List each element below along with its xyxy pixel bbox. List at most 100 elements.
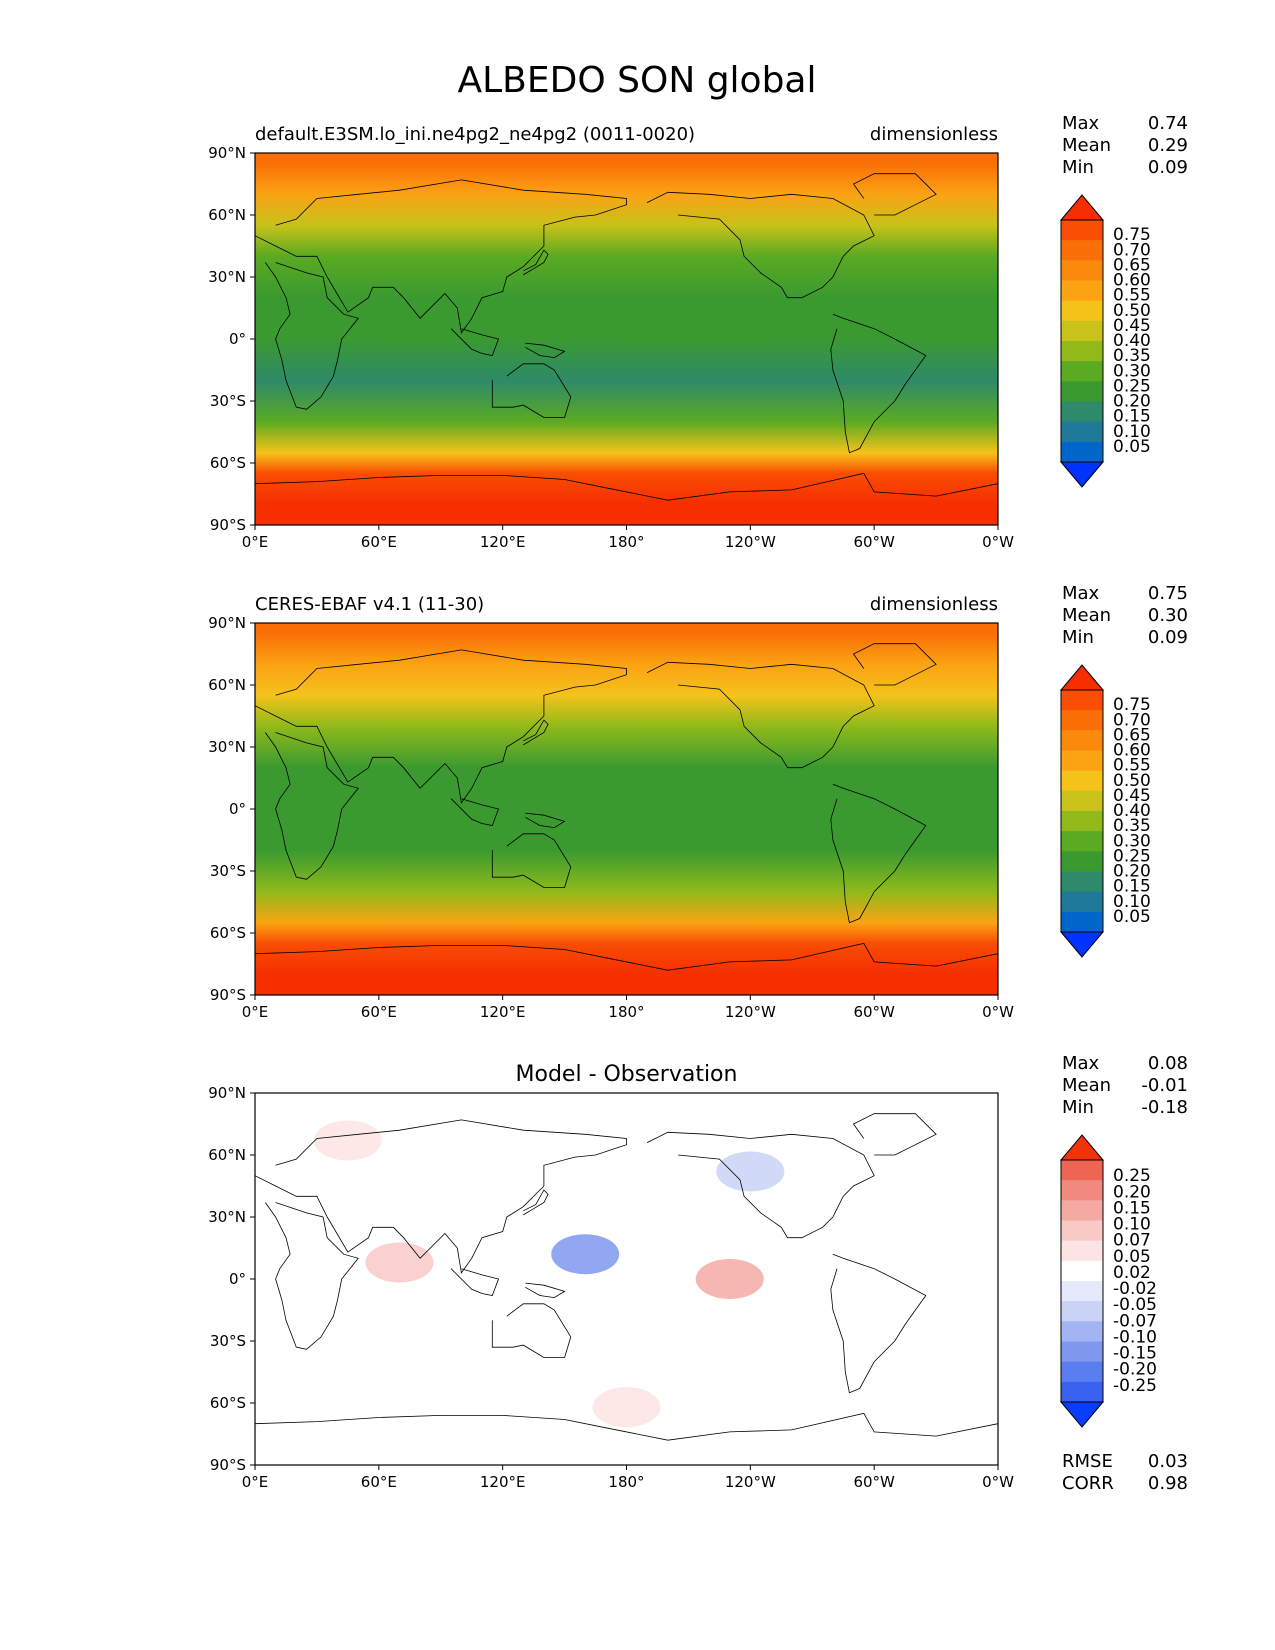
- lon-tick-label: 60°W: [853, 1003, 895, 1021]
- colorbar-tick-label: 0.60: [1113, 271, 1151, 291]
- coastline-8: [525, 342, 566, 359]
- coastline-2: [254, 649, 627, 804]
- lat-tick-label: 90°S: [210, 986, 246, 1004]
- anomaly-feature-1: [551, 1234, 620, 1275]
- colorbar-segment: [1061, 361, 1103, 382]
- colorbar-segment: [1061, 770, 1103, 792]
- coastline-5: [491, 363, 572, 418]
- panel-units: dimensionless: [870, 124, 998, 145]
- lon-tick-label: 60°E: [361, 1003, 397, 1021]
- colorbar-tick-label: -0.15: [1113, 1344, 1157, 1364]
- colorbar-segment: [1061, 220, 1103, 241]
- coastline-2: [254, 179, 627, 334]
- colorbar-tick-label: 0.10: [1113, 422, 1151, 442]
- coastline-7: [450, 328, 500, 356]
- stat-value-max: 0.08: [1148, 1053, 1188, 1074]
- lon-tick-label: 0°W: [982, 1003, 1014, 1021]
- colorbar-extend-bottom: [1059, 1401, 1105, 1428]
- anomaly-feature-2: [716, 1151, 785, 1192]
- colorbar-tick-label: 0.50: [1113, 771, 1151, 791]
- lon-tick-label: 180°: [608, 1473, 644, 1491]
- lon-tick-label: 0°W: [982, 1473, 1014, 1491]
- stat-label-mean: Mean: [1062, 605, 1111, 626]
- lat-tick-label: 30°N: [208, 268, 246, 286]
- lon-tick-label: 120°W: [725, 533, 776, 551]
- coastline-5: [491, 1303, 572, 1358]
- colorbar-segment: [1061, 710, 1103, 731]
- lat-tick-label: 90°S: [210, 1456, 246, 1474]
- stat-value-min: -0.18: [1141, 1097, 1188, 1118]
- colorbar-segment: [1061, 341, 1103, 362]
- anomaly-feature-5: [313, 1120, 382, 1161]
- colorbar-tick-label: 0.75: [1113, 695, 1151, 715]
- panel-obs: 90°N 60°N 30°N 0° 30°S 60°S 90°S0°E 60°E 120°E 18…: [208, 583, 1188, 1021]
- colorbar-tick-label: 0.15: [1113, 877, 1151, 897]
- colorbar-segment: [1061, 1160, 1103, 1181]
- colorbar-segment: [1061, 891, 1103, 913]
- panel-diff: 90°N 60°N 30°N 0° 30°S 60°S 90°S0°E 60°E 120°E 18…: [208, 1053, 1188, 1494]
- lat-tick-label: 90°N: [208, 1084, 246, 1102]
- colorbar-segment: [1061, 911, 1103, 933]
- lon-tick-label: 60°W: [853, 1473, 895, 1491]
- coastline-10: [254, 1412, 999, 1441]
- colorbar-tick-label: 0.60: [1113, 741, 1151, 761]
- lat-tick-label: 30°N: [208, 1208, 246, 1226]
- colorbar-tick-label: -0.25: [1113, 1376, 1157, 1396]
- colorbar-segment: [1061, 831, 1103, 852]
- lon-tick-label: 120°E: [480, 1473, 526, 1491]
- colorbar-tick-label: 0.65: [1113, 255, 1151, 275]
- colorbar-segment: [1061, 790, 1103, 812]
- colorbar-segment: [1061, 1321, 1103, 1342]
- colorbar-segment: [1061, 1220, 1103, 1242]
- colorbar-tick-label: 0.75: [1113, 225, 1151, 245]
- colorbar-segment: [1061, 260, 1103, 281]
- colorbar-frame: [1060, 1159, 1104, 1403]
- colorbar-extend-top: [1059, 194, 1105, 221]
- stat-value-mean: -0.01: [1141, 1075, 1188, 1096]
- colorbar-tick-label: 0.05: [1113, 1247, 1151, 1267]
- lat-tick-label: 90°N: [208, 144, 246, 162]
- colorbar-tick-label: 0.20: [1113, 862, 1151, 882]
- colorbar-tick-label: 0.25: [1113, 376, 1151, 396]
- colorbar-tick-label: 0.70: [1113, 240, 1151, 260]
- lon-tick-label: 60°W: [853, 533, 895, 551]
- colorbar-tick-label: 0.45: [1113, 786, 1151, 806]
- colorbar-segment: [1061, 811, 1103, 832]
- colorbar-tick-label: 0.07: [1113, 1231, 1151, 1251]
- panel-left-title: default.E3SM.lo_ini.ne4pg2_ne4pg2 (0011-…: [255, 124, 695, 145]
- panel-model: 90°N 60°N 30°N 0° 30°S 60°S 90°S0°E 60°E 120°E 18…: [208, 113, 1188, 551]
- colorbar-tick-label: 0.05: [1113, 437, 1151, 457]
- lon-tick-label: 120°W: [725, 1473, 776, 1491]
- colorbar-tick-label: 0.50: [1113, 301, 1151, 321]
- colorbar-tick-label: -0.10: [1113, 1327, 1157, 1347]
- stat-label-mean: Mean: [1062, 1075, 1111, 1096]
- anomaly-feature-7: [592, 1387, 661, 1428]
- stat-value-max: 0.75: [1148, 583, 1188, 604]
- lon-tick-label: 0°E: [242, 533, 269, 551]
- colorbar-segment: [1061, 1281, 1103, 1302]
- panel-units: dimensionless: [870, 594, 998, 615]
- colorbar-segment: [1061, 1180, 1103, 1201]
- coastline-9: [523, 249, 549, 276]
- colorbar-tick-label: 0.55: [1113, 756, 1151, 776]
- stat-label-max: Max: [1062, 113, 1100, 134]
- coastline-7: [450, 1268, 500, 1296]
- colorbar-segment: [1061, 1361, 1103, 1383]
- lon-tick-label: 0°E: [242, 1003, 269, 1021]
- colorbar-segment: [1061, 690, 1103, 711]
- colorbar-segment: [1061, 1341, 1103, 1363]
- colorbar-frame: [1060, 689, 1104, 933]
- lon-tick-label: 60°E: [361, 1473, 397, 1491]
- colorbar-tick-label: -0.02: [1113, 1279, 1157, 1299]
- anomaly-feature-3: [365, 1242, 434, 1283]
- panel-center-title: Model - Observation: [516, 1062, 738, 1087]
- colorbar-tick-label: 0.30: [1113, 361, 1151, 381]
- stat-value-max: 0.74: [1148, 113, 1188, 134]
- coastline-10: [254, 472, 999, 501]
- colorbar-diff: 0.250.200.150.100.070.050.02-0.02-0.05-0…: [1059, 1134, 1157, 1428]
- coastline-7: [450, 798, 500, 826]
- colorbar-tick-label: 0.40: [1113, 331, 1151, 351]
- colorbar-tick-label: 0.15: [1113, 1198, 1151, 1218]
- stat-value-min: 0.09: [1148, 157, 1188, 178]
